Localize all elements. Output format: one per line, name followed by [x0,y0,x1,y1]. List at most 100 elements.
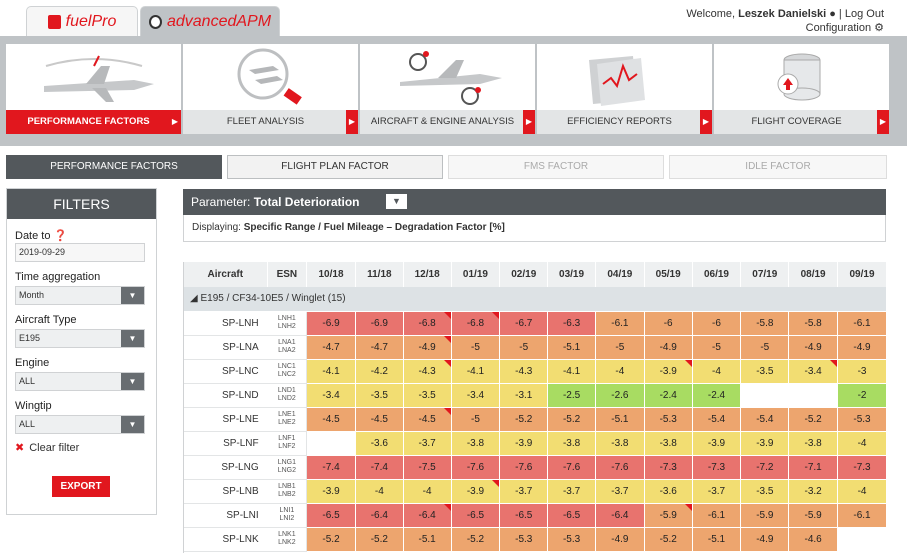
value-cell[interactable]: -3.8 [788,431,839,456]
value-cell[interactable]: -5.9 [740,503,790,528]
value-cell[interactable]: -3.7 [547,479,596,504]
value-cell[interactable]: -6.1 [595,311,645,336]
value-cell[interactable]: -3.7 [595,479,645,504]
value-cell[interactable]: -4.5 [403,407,452,432]
value-cell[interactable]: -3.4 [306,383,356,408]
table-row[interactable]: SP-LNG LNG1 LNG2 -7.4 -7.4 -7.5 -7.6 -7.6 -7.6 -7… [184,455,886,480]
value-cell[interactable]: -4.6 [788,527,839,552]
value-cell[interactable]: -4.3 [403,359,452,384]
value-cell[interactable] [837,527,886,552]
column-header-month[interactable]: 07/19 [740,262,790,287]
column-header-month[interactable]: 06/19 [692,262,742,287]
aircraft-cell[interactable]: SP-LNI [184,503,268,528]
value-cell[interactable]: -3.8 [644,431,693,456]
value-cell[interactable]: -3.7 [692,479,742,504]
value-cell[interactable]: -5 [595,335,645,360]
aircraft-cell[interactable]: SP-LNE [184,407,268,432]
value-cell[interactable]: -6.9 [355,311,404,336]
value-cell[interactable]: -7.6 [451,455,501,480]
chevron-down-icon[interactable]: ▼ [121,287,144,304]
aircraft-cell[interactable]: SP-LNH [184,311,268,336]
date-field[interactable]: 2019-09-29 [15,243,145,262]
value-cell[interactable]: -5 [692,335,742,360]
value-cell[interactable]: -4.9 [837,335,886,360]
subtab-flight-plan-factor[interactable]: FLIGHT PLAN FACTOR [227,155,443,179]
column-header-month[interactable]: 05/19 [644,262,693,287]
time-aggregation-select[interactable]: Month ▼ [15,286,145,305]
table-row[interactable]: SP-LNH LNH1 LNH2 -6.9 -6.9 -6.8 -6.8 -6.7 -6.3 -6… [184,311,886,336]
value-cell[interactable]: -7.5 [403,455,452,480]
chevron-down-icon[interactable]: ▼ [121,330,144,347]
aircraft-cell[interactable]: SP-LNK [184,527,268,552]
value-cell[interactable]: -3.9 [644,359,693,384]
value-cell[interactable]: -7.2 [740,455,790,480]
value-cell[interactable]: -6.8 [403,311,452,336]
value-cell[interactable]: -5.3 [837,407,886,432]
value-cell[interactable]: -5.4 [740,407,790,432]
value-cell[interactable]: -3.8 [451,431,501,456]
value-cell[interactable]: -4 [837,431,886,456]
parameter-dropdown-icon[interactable]: ▼ [386,194,407,209]
value-cell[interactable]: -5.3 [547,527,596,552]
aircraft-cell[interactable]: SP-LNC [184,359,268,384]
value-cell[interactable]: -4.9 [595,527,645,552]
value-cell[interactable]: -6.9 [306,311,356,336]
table-row[interactable]: SP-LNE LNE1 LNE2 -4.5 -4.5 -4.5 -5 -5.2 -5.2 -5.1… [184,407,886,432]
value-cell[interactable]: -4.1 [547,359,596,384]
value-cell[interactable]: -3.9 [306,479,356,504]
value-cell[interactable]: -3.6 [644,479,693,504]
value-cell[interactable]: -5.2 [788,407,839,432]
table-row[interactable]: SP-LNB LNB1 LNB2 -3.9 -4 -4 -3.9 -3.7 -3.7 -3.7 -3… [184,479,886,504]
chevron-down-icon[interactable]: ▼ [121,373,144,390]
value-cell[interactable]: -3.8 [595,431,645,456]
value-cell[interactable]: -3.5 [403,383,452,408]
column-header-month[interactable]: 01/19 [451,262,501,287]
value-cell[interactable]: -5.1 [547,335,596,360]
value-cell[interactable] [740,383,790,408]
value-cell[interactable]: -2.4 [692,383,742,408]
value-cell[interactable]: -2.5 [547,383,596,408]
value-cell[interactable]: -3.2 [788,479,839,504]
nav-fleet-analysis[interactable]: FLEET ANALYSIS ▶ [183,44,358,134]
gear-icon[interactable]: ⚙ [874,22,884,34]
configuration-link[interactable]: Configuration [805,22,872,34]
value-cell[interactable]: -5.8 [740,311,790,336]
column-header-month[interactable]: 10/18 [306,262,356,287]
aircraft-cell[interactable]: SP-LNB [184,479,268,504]
value-cell[interactable]: -4.1 [451,359,501,384]
value-cell[interactable]: -5.1 [692,527,742,552]
value-cell[interactable]: -4.2 [355,359,404,384]
value-cell[interactable]: -3.9 [740,431,790,456]
value-cell[interactable]: -6.5 [547,503,596,528]
value-cell[interactable]: -3.7 [403,431,452,456]
value-cell[interactable] [788,383,839,408]
wingtip-select[interactable]: ALL ▼ [15,415,145,434]
value-cell[interactable]: -6.8 [451,311,501,336]
value-cell[interactable]: -7.6 [595,455,645,480]
nav-efficiency-reports[interactable]: EFFICIENCY REPORTS ▶ [537,44,712,134]
value-cell[interactable]: -4.5 [306,407,356,432]
column-header-month[interactable]: 09/19 [837,262,886,287]
column-header-month[interactable]: 11/18 [355,262,404,287]
value-cell[interactable]: -5 [451,407,501,432]
value-cell[interactable]: -6.5 [499,503,549,528]
value-cell[interactable]: -7.3 [837,455,886,480]
value-cell[interactable]: -7.4 [306,455,356,480]
value-cell[interactable]: -4.9 [403,335,452,360]
value-cell[interactable]: -4 [837,479,886,504]
value-cell[interactable]: -4 [355,479,404,504]
value-cell[interactable]: -5.8 [788,311,839,336]
table-row[interactable]: SP-LNK LNK1 LNK2 -5.2 -5.2 -5.1 -5.2 -5.3 -5.3 -4… [184,527,886,552]
chevron-down-icon[interactable]: ▼ [121,416,144,433]
value-cell[interactable]: -6.1 [692,503,742,528]
value-cell[interactable]: -4 [692,359,742,384]
table-row[interactable]: SP-LNF LNF1 LNF2 -3.6 -3.7 -3.8 -3.9 -3.8 -3.8 -3… [184,431,886,456]
value-cell[interactable]: -5.3 [499,527,549,552]
value-cell[interactable]: -4.5 [355,407,404,432]
value-cell[interactable]: -5.2 [499,407,549,432]
value-cell[interactable]: -3.1 [499,383,549,408]
value-cell[interactable]: -5.9 [788,503,839,528]
value-cell[interactable]: -3.9 [451,479,501,504]
value-cell[interactable]: -7.1 [788,455,839,480]
column-header-month[interactable]: 03/19 [547,262,596,287]
